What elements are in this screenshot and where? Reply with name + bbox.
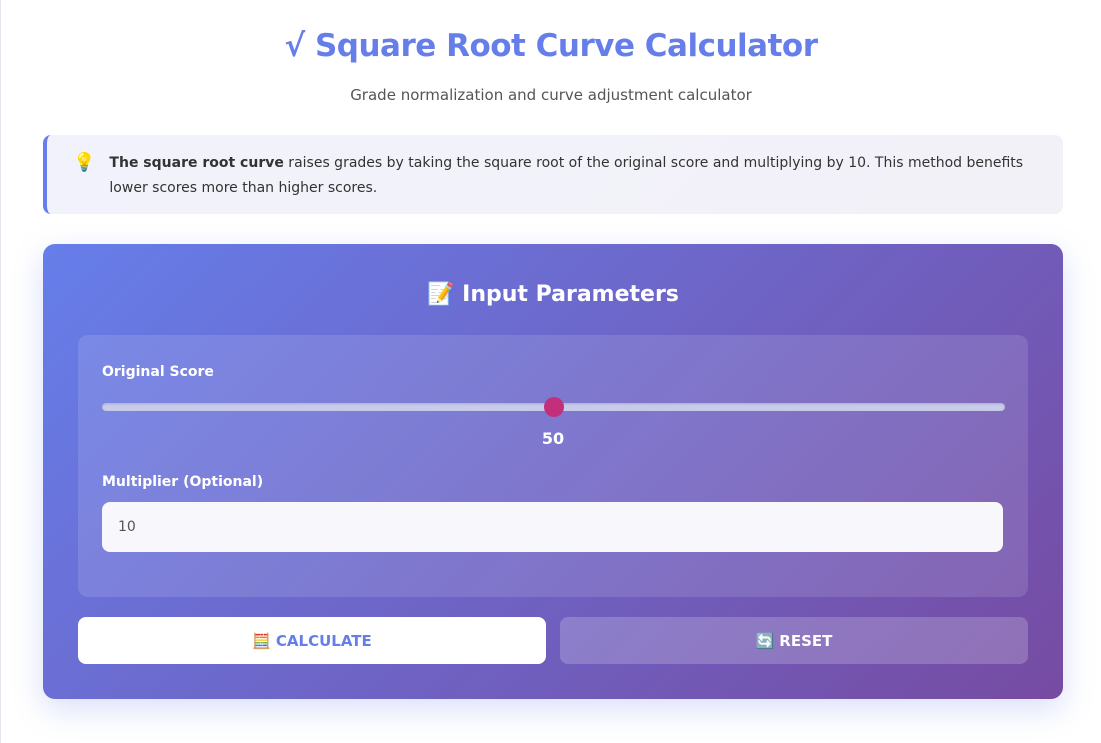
calculate-label: CALCULATE bbox=[275, 631, 372, 650]
form-card: Original Score 50 Multiplier (Optional) bbox=[78, 335, 1028, 597]
lightbulb-icon: 💡 bbox=[73, 152, 96, 173]
panel-heading: 📝 Input Parameters bbox=[43, 282, 1063, 307]
info-bold: The square root curve bbox=[109, 155, 284, 171]
score-slider[interactable] bbox=[102, 397, 1005, 417]
multiplier-label: Multiplier (Optional) bbox=[102, 474, 264, 490]
score-label: Original Score bbox=[102, 364, 214, 380]
refresh-icon: 🔄 bbox=[755, 631, 775, 650]
reset-label: RESET bbox=[779, 631, 833, 650]
abacus-icon: 🧮 bbox=[252, 631, 271, 650]
page-subtitle: Grade normalization and curve adjustment… bbox=[350, 86, 752, 104]
calculate-button[interactable]: 🧮 CALCULATE bbox=[78, 617, 546, 664]
page-title: √ Square Root Curve Calculator bbox=[284, 28, 818, 64]
input-panel: 📝 Input Parameters Original Score 50 Mul… bbox=[43, 244, 1063, 699]
info-box: 💡 The square root curve raises grades by… bbox=[43, 135, 1063, 214]
info-text: The square root curve raises grades by t… bbox=[109, 151, 1043, 214]
info-body: raises grades by taking the square root … bbox=[109, 155, 1024, 196]
multiplier-input[interactable] bbox=[102, 502, 1003, 552]
reset-button[interactable]: 🔄 RESET bbox=[560, 617, 1028, 664]
slider-thumb[interactable] bbox=[543, 397, 564, 417]
panel-title: Input Parameters bbox=[462, 282, 679, 307]
memo-icon: 📝 bbox=[427, 282, 455, 307]
score-value: 50 bbox=[541, 429, 565, 448]
